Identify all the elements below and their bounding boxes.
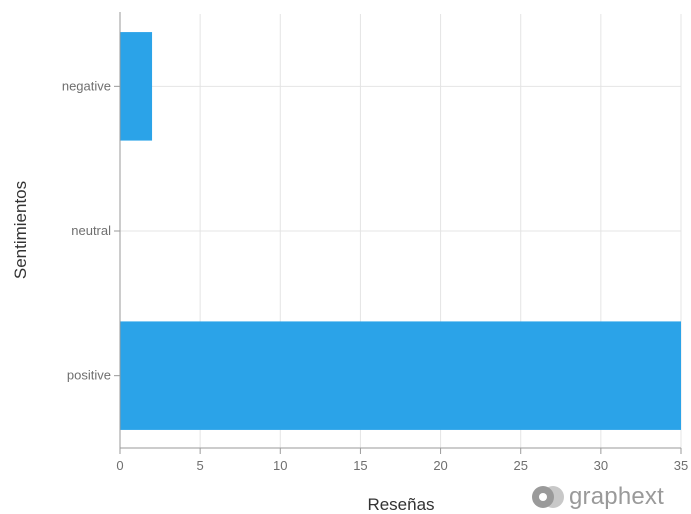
x-tick-label: 15 <box>353 458 367 473</box>
y-axis-title: Sentimientos <box>11 181 30 279</box>
x-tick-label: 25 <box>513 458 527 473</box>
x-axis-title: Reseñas <box>367 495 434 514</box>
x-tick-label: 0 <box>116 458 123 473</box>
x-tick-label: 30 <box>594 458 608 473</box>
bar-negative <box>120 32 152 141</box>
x-tick-label: 10 <box>273 458 287 473</box>
brand-name: graphext <box>569 482 664 512</box>
x-tick-label: 35 <box>674 458 688 473</box>
brand-logo: graphext <box>531 482 664 512</box>
bar-positive <box>120 321 681 430</box>
x-tick-label: 20 <box>433 458 447 473</box>
graphext-logo-icon <box>531 484 565 510</box>
y-tick-label-positive: positive <box>67 368 111 383</box>
x-tick-label: 5 <box>197 458 204 473</box>
y-tick-label-neutral: neutral <box>71 223 111 238</box>
y-tick-label-negative: negative <box>62 78 111 93</box>
